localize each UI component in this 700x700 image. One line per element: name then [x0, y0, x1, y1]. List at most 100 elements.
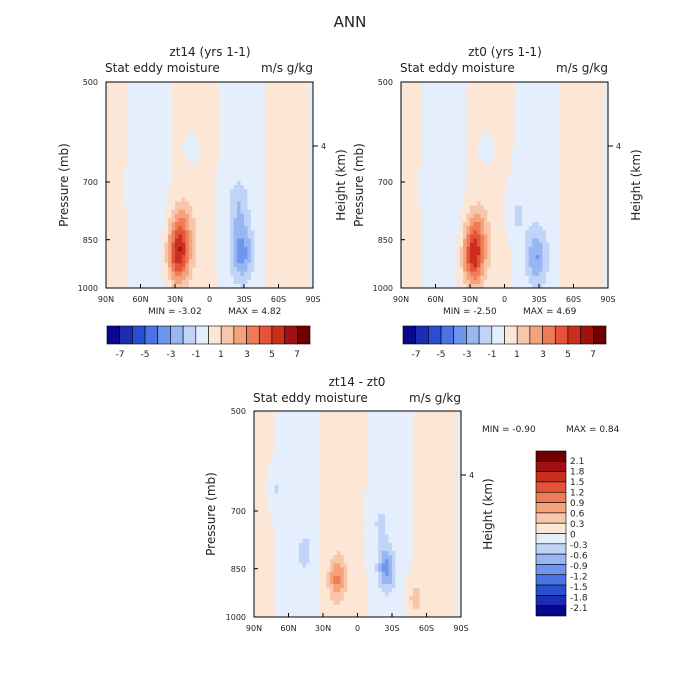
contour-cell	[306, 263, 310, 268]
contour-cell	[473, 193, 478, 198]
contour-cell	[119, 255, 124, 260]
contour-cell	[147, 98, 152, 103]
contour-cell	[480, 119, 485, 124]
contour-cell	[230, 90, 235, 95]
contour-cell	[230, 160, 235, 165]
contour-cell	[532, 176, 536, 182]
contour-cell	[525, 114, 530, 120]
contour-cell	[202, 197, 207, 202]
contour-cell	[178, 222, 183, 227]
contour-cell	[254, 106, 259, 112]
contour-cell	[456, 114, 461, 120]
contour-cell	[130, 123, 134, 128]
contour-cell	[539, 193, 543, 198]
contour-cell	[175, 213, 179, 219]
contour-cell	[514, 114, 519, 120]
contour-cell	[168, 139, 172, 145]
contour-cell	[487, 110, 492, 116]
contour-cell	[106, 123, 110, 128]
contour-cell	[212, 205, 217, 211]
contour-cell	[594, 193, 599, 198]
contour-cell	[185, 250, 190, 256]
contour-cell	[206, 86, 210, 91]
contour-cell	[285, 234, 290, 239]
contour-cell	[514, 131, 519, 136]
contour-cell	[171, 185, 176, 190]
contour-cell	[206, 189, 210, 194]
contour-cell	[407, 189, 412, 194]
contour-cell	[143, 152, 148, 157]
contour-cell	[250, 234, 255, 239]
contour-cell	[247, 127, 252, 132]
contour-cell	[168, 209, 172, 215]
y-tick-label: 500	[83, 78, 98, 87]
contour-cell	[309, 197, 314, 202]
contour-cell	[549, 147, 554, 153]
contour-cell	[164, 114, 169, 120]
contour-cell	[268, 246, 272, 252]
contour-cell	[212, 82, 217, 87]
contour-cell	[490, 168, 495, 174]
contour-cell	[161, 119, 166, 124]
contour-cell	[573, 119, 578, 124]
contour-cell	[206, 94, 210, 99]
contour-cell	[126, 98, 131, 103]
colorbar-swatch	[297, 325, 311, 345]
contour-cell	[404, 156, 409, 161]
contour-cell	[216, 283, 221, 289]
contour-cell	[432, 164, 436, 169]
contour-cell	[130, 94, 134, 99]
contour-cell	[483, 193, 488, 198]
contour-cell	[514, 135, 519, 141]
contour-cell	[463, 156, 467, 161]
contour-cell	[212, 94, 217, 99]
contour-cell	[206, 222, 210, 227]
contour-cell	[583, 135, 588, 141]
contour-cell	[497, 205, 502, 211]
contour-cell	[181, 86, 186, 91]
contour-cell	[209, 143, 214, 149]
contour-cell	[514, 82, 519, 87]
contour-cell	[219, 246, 224, 252]
contour-cell	[518, 152, 523, 157]
contour-cell	[212, 152, 217, 157]
contour-cell	[185, 135, 190, 141]
contour-cell	[154, 127, 159, 132]
contour-cell	[597, 205, 602, 211]
contour-cell	[150, 267, 155, 272]
contour-cell	[442, 119, 447, 124]
contour-cell	[171, 213, 176, 219]
contour-cell	[504, 147, 509, 153]
contour-cell	[157, 246, 162, 252]
contour-cell	[601, 185, 605, 190]
contour-cell	[494, 197, 498, 202]
contour-cell	[126, 213, 131, 219]
contour-cell	[233, 238, 238, 244]
contour-cell	[261, 164, 266, 169]
contour-cell	[445, 106, 450, 112]
contour-cell	[240, 226, 245, 231]
contour-cell	[576, 176, 581, 182]
contour-cell	[549, 98, 554, 103]
contour-cell	[449, 197, 454, 202]
contour-cell	[518, 127, 523, 132]
contour-cell	[119, 271, 124, 277]
contour-cell	[411, 90, 416, 95]
contour-cell	[199, 180, 203, 186]
colorbar-swatch	[182, 325, 197, 345]
contour-cell	[168, 271, 172, 277]
contour-cell	[216, 267, 221, 272]
contour-cell	[514, 164, 519, 169]
contour-cell	[576, 152, 581, 157]
contour-cell	[278, 156, 283, 161]
contour-cell	[570, 127, 574, 132]
contour-cell	[281, 82, 286, 87]
contour-cell	[435, 176, 440, 182]
contour-cell	[254, 156, 259, 161]
contour-cell	[244, 259, 248, 264]
contour-cell	[161, 185, 166, 190]
contour-cell	[161, 131, 166, 136]
contour-cell	[250, 106, 255, 112]
contour-cell	[271, 143, 276, 149]
contour-cell	[470, 205, 474, 211]
